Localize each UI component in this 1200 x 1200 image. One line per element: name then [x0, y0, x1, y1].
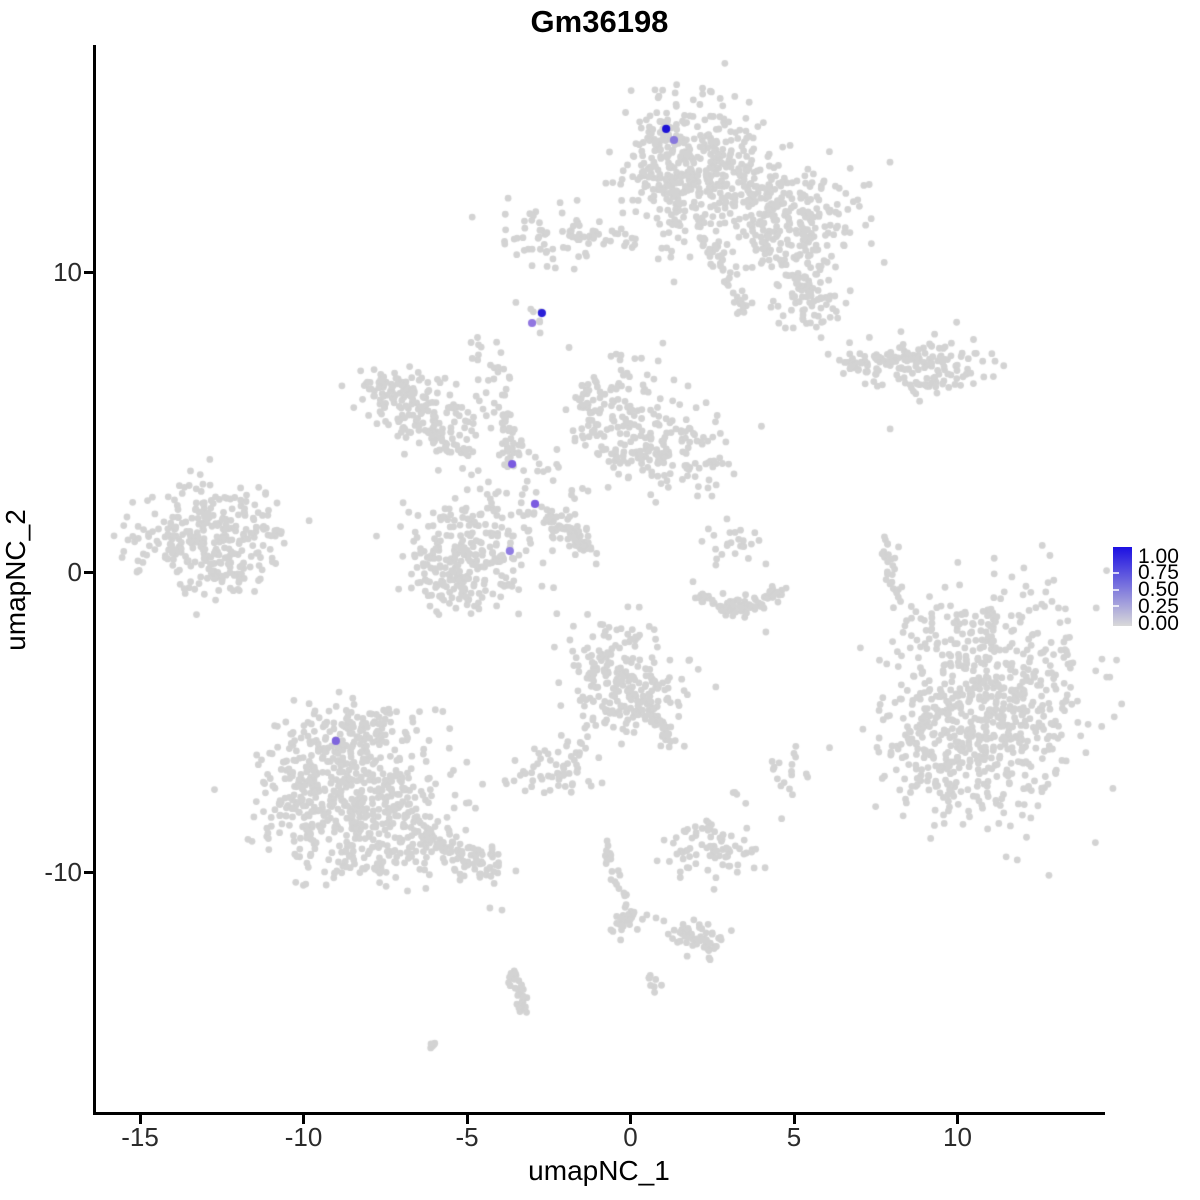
x-tick-label: 5	[786, 1122, 802, 1152]
y-axis-line	[93, 45, 96, 1115]
x-tick	[792, 1115, 796, 1124]
y-tick	[84, 570, 93, 574]
x-tick-label: 10	[943, 1122, 972, 1152]
x-axis-line	[93, 1112, 1105, 1115]
x-tick-label: 0	[623, 1122, 638, 1152]
x-tick-label: -5	[455, 1122, 479, 1152]
y-tick	[84, 270, 93, 274]
legend-bar-tick	[1113, 588, 1119, 591]
x-tick	[465, 1115, 469, 1124]
legend-tick-label: 1.00	[1138, 544, 1179, 568]
legend-tick-label: 0.25	[1138, 594, 1179, 618]
legend-bar-tick	[1113, 571, 1119, 574]
legend-tick-label: 0.00	[1138, 611, 1179, 635]
legend-gradient-bar	[1113, 547, 1132, 626]
x-tick	[629, 1115, 632, 1124]
x-tick	[302, 1115, 305, 1124]
x-tick	[138, 1115, 142, 1124]
x-tick-label: -15	[121, 1122, 159, 1152]
legend-bar-tick	[1113, 605, 1119, 608]
x-tick-label: -10	[284, 1122, 323, 1152]
legend-tick-label: 0.50	[1138, 578, 1179, 601]
y-tick-label: -10	[44, 857, 82, 887]
legend-tick-label: 0.75	[1138, 561, 1179, 585]
y-axis-label: umapNC_2	[0, 509, 31, 651]
x-tick	[956, 1115, 959, 1124]
y-tick-label: 10	[53, 257, 82, 287]
y-tick-label: 0	[67, 557, 82, 587]
y-tick	[84, 870, 93, 874]
page-title: Gm36198	[530, 4, 669, 39]
x-axis-label: umapNC_1	[528, 1155, 670, 1186]
